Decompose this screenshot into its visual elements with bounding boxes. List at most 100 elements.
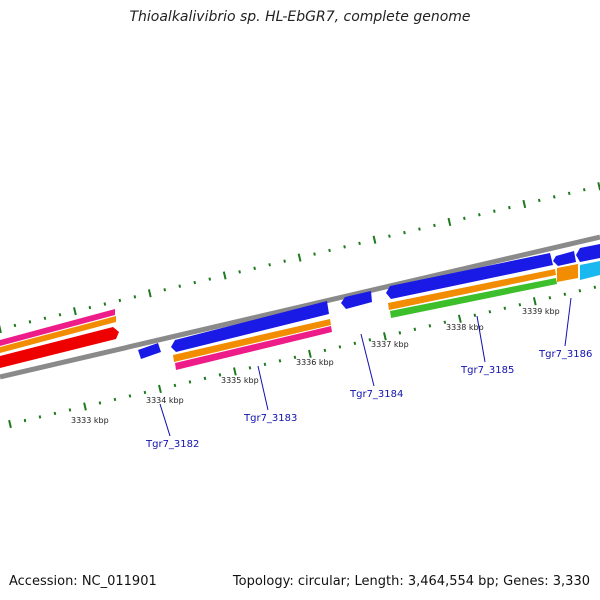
upper-ring-minor-tick (88, 305, 92, 310)
feature-magenta-3183 (175, 326, 332, 370)
feature-green-3185 (390, 278, 557, 318)
lower-ring-minor-tick (548, 296, 552, 300)
upper-ring-major-tick (522, 199, 527, 209)
upper-ring-minor-tick (582, 188, 586, 192)
lower-ring-minor-tick (443, 320, 447, 324)
lower-ring-minor-tick (248, 366, 252, 370)
kbp-label-3333: 3333 kbp (71, 416, 109, 425)
lower-ring-major-tick (233, 367, 237, 376)
kbp-label-3336: 3336 kbp (296, 358, 334, 367)
genome-summary-text: Topology: circular; Length: 3,464,554 bp… (232, 574, 590, 589)
upper-ring-minor-tick (208, 277, 212, 281)
upper-ring-minor-tick (343, 245, 346, 249)
right-feature-orange (557, 264, 578, 282)
upper-ring-minor-tick (328, 248, 331, 253)
lower-ring-major-tick (8, 419, 12, 429)
upper-ring-minor-tick (178, 284, 182, 288)
lower-ring-minor-tick (563, 292, 567, 296)
gene-label-line-3182 (159, 403, 171, 437)
lower-ring-major-tick (308, 349, 312, 358)
lower-ring-major-tick (457, 314, 462, 323)
lower-ring-minor-tick (293, 355, 297, 360)
upper-tick-ring (0, 182, 600, 334)
upper-ring-minor-tick (493, 209, 496, 213)
upper-ring-major-tick (447, 217, 452, 227)
kbp-label-3337: 3337 kbp (371, 340, 409, 349)
lower-ring-minor-tick (353, 341, 357, 346)
lower-ring-minor-tick (173, 383, 177, 388)
upper-ring-minor-tick (43, 316, 47, 320)
upper-ring-minor-tick (433, 223, 436, 228)
upper-ring-minor-tick (193, 280, 197, 285)
lower-ring-minor-tick (503, 306, 507, 310)
upper-ring-minor-tick (388, 234, 391, 238)
accession-text: Accession: NC_011901 (9, 574, 157, 589)
lower-ring-minor-tick (578, 289, 582, 293)
lower-ring-minor-tick (488, 310, 492, 314)
kbp-label-3334: 3334 kbp (146, 396, 184, 405)
left-feature-orange (0, 316, 116, 353)
lower-ring-minor-tick (413, 327, 417, 332)
lower-ring-minor-tick (263, 362, 267, 367)
gene-feature-tgr7-3184 (341, 291, 372, 309)
lower-ring-minor-tick (473, 313, 477, 317)
upper-ring-minor-tick (268, 263, 271, 267)
upper-ring-minor-tick (552, 195, 556, 199)
lower-ring-minor-tick (113, 397, 117, 402)
lower-tick-ring (8, 285, 597, 429)
upper-ring-minor-tick (537, 198, 541, 203)
upper-ring-major-tick (297, 253, 302, 262)
gene-label-tgr7-3186: Tgr7_3186 (538, 349, 592, 360)
upper-ring-minor-tick (418, 227, 421, 231)
gene-label-line-3186 (564, 297, 572, 347)
upper-ring-minor-tick (238, 270, 241, 274)
upper-ring-minor-tick (103, 302, 107, 306)
upper-ring-minor-tick (118, 298, 122, 303)
gene-label-tgr7-3183: Tgr7_3183 (243, 413, 297, 424)
lower-ring-minor-tick (38, 415, 42, 419)
upper-ring-major-tick (222, 271, 227, 280)
lower-ring-major-tick (383, 332, 387, 341)
lower-ring-minor-tick (53, 411, 57, 416)
lower-ring-minor-tick (128, 394, 132, 398)
upper-ring-minor-tick (133, 295, 137, 299)
upper-ring-major-tick (372, 235, 377, 244)
upper-ring-minor-tick (478, 213, 481, 217)
lower-ring-minor-tick (98, 401, 102, 405)
upper-ring-major-tick (147, 289, 152, 298)
gene-label-line-3185 (476, 315, 486, 363)
kbp-label-3339: 3339 kbp (522, 307, 560, 316)
lower-ring-minor-tick (398, 331, 402, 335)
gene-label-tgr7-3184: Tgr7_3184 (349, 389, 403, 400)
upper-ring-minor-tick (508, 205, 511, 210)
lower-ring-minor-tick (68, 408, 72, 412)
gene-feature-tgr7-3185 (386, 253, 553, 299)
upper-ring-major-tick (0, 324, 2, 334)
upper-ring-minor-tick (163, 288, 167, 292)
lower-ring-minor-tick (218, 373, 222, 377)
right-feature-blue (576, 244, 600, 262)
lower-ring-minor-tick (518, 303, 522, 307)
lower-ring-minor-tick (323, 348, 327, 353)
upper-ring-major-tick (73, 307, 77, 316)
gene-feature-tgr7-3183 (171, 301, 329, 352)
feature-orange-3185 (388, 269, 556, 310)
gene-label-tgr7-3182: Tgr7_3182 (145, 439, 199, 450)
upper-ring-minor-tick (313, 252, 316, 256)
upper-ring-minor-tick (567, 191, 571, 196)
map-title: Thioalkalivibrio sp. HL-EbGR7, complete … (129, 9, 471, 25)
lower-ring-minor-tick (23, 418, 27, 423)
lower-ring-minor-tick (338, 345, 342, 349)
gene-label-line-3184 (360, 333, 375, 387)
upper-ring-minor-tick (58, 313, 62, 317)
lower-ring-major-tick (532, 297, 537, 306)
kbp-label-3335: 3335 kbp (221, 376, 259, 385)
lower-ring-major-tick (158, 384, 162, 394)
left-feature-red (0, 327, 119, 368)
gene-label-line-3183 (257, 365, 269, 411)
gene-feature-tgr7-3182 (138, 343, 161, 359)
gene-label-tgr7-3185: Tgr7_3185 (460, 365, 514, 376)
genome-backbone (0, 234, 600, 380)
lower-ring-minor-tick (368, 338, 372, 342)
